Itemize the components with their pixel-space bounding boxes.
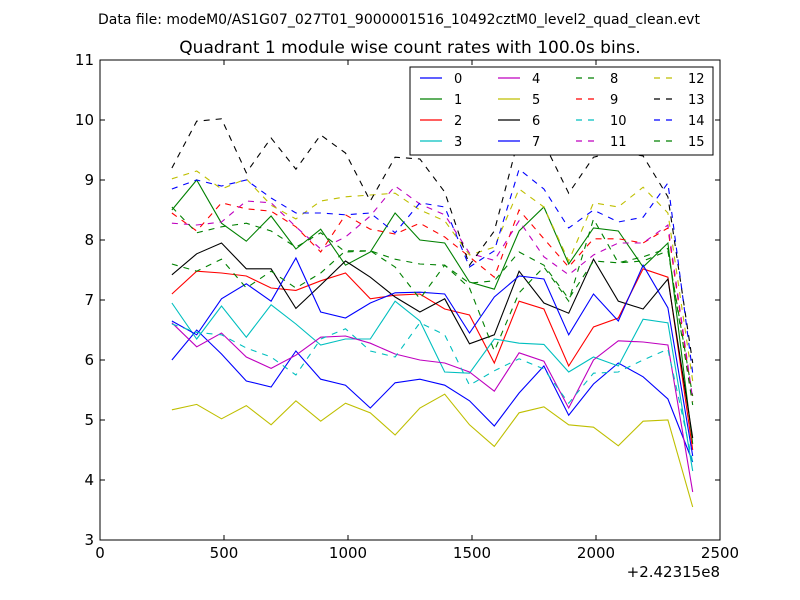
series-line-8: [171, 250, 694, 397]
legend-label-1: 1: [454, 93, 462, 108]
legend-label-5: 5: [532, 93, 540, 108]
series-line-5: [171, 393, 694, 508]
legend-label-11: 11: [610, 135, 627, 150]
x-offset-label: +2.42315e8: [627, 563, 720, 581]
series-line-7: [171, 256, 694, 457]
y-tick-label: 3: [84, 531, 94, 549]
series-line-15: [171, 206, 694, 406]
y-tick-label: 10: [75, 111, 94, 129]
legend-label-12: 12: [688, 72, 705, 87]
y-tick-label: 5: [84, 411, 94, 429]
x-tick-label: 1500: [453, 544, 491, 562]
y-tick-label: 6: [84, 351, 94, 369]
series-line-10: [171, 322, 694, 463]
y-tick-label: 8: [84, 231, 94, 249]
legend-label-7: 7: [532, 135, 540, 150]
suptitle: Data file: modeM0/AS1G07_027T01_90000015…: [98, 12, 700, 28]
y-tick-label: 11: [75, 51, 94, 69]
legend-label-3: 3: [454, 135, 462, 150]
legend-label-14: 14: [688, 114, 705, 129]
x-tick-label: 2500: [701, 544, 739, 562]
chart-title: Quadrant 1 module wise count rates with …: [179, 38, 640, 58]
legend-label-4: 4: [532, 72, 540, 87]
series-line-1: [171, 179, 694, 445]
x-tick-label: 2000: [577, 544, 615, 562]
legend-label-0: 0: [454, 72, 462, 87]
legend-label-13: 13: [688, 93, 705, 108]
legend-frame: [409, 66, 714, 156]
x-tick-label: 500: [210, 544, 239, 562]
legend-label-15: 15: [688, 135, 705, 150]
legend-label-9: 9: [610, 93, 618, 108]
series-line-2: [171, 268, 694, 451]
series-line-6: [171, 242, 694, 439]
y-tick-label: 4: [84, 471, 94, 489]
series-line-14: [171, 168, 694, 374]
y-tick-label: 7: [84, 291, 94, 309]
series-lines: [171, 118, 694, 508]
x-tick-label: 1000: [329, 544, 367, 562]
legend-label-6: 6: [532, 114, 540, 129]
series-line-4: [171, 322, 694, 493]
series-line-12: [171, 170, 694, 382]
legend-label-2: 2: [454, 114, 462, 129]
series-line-11: [171, 185, 694, 400]
legend-label-10: 10: [610, 114, 627, 129]
legend-label-8: 8: [610, 72, 618, 87]
y-tick-label: 9: [84, 171, 94, 189]
x-tick-label: 0: [95, 544, 105, 562]
series-line-0: [171, 329, 694, 463]
series-line-3: [171, 300, 694, 472]
